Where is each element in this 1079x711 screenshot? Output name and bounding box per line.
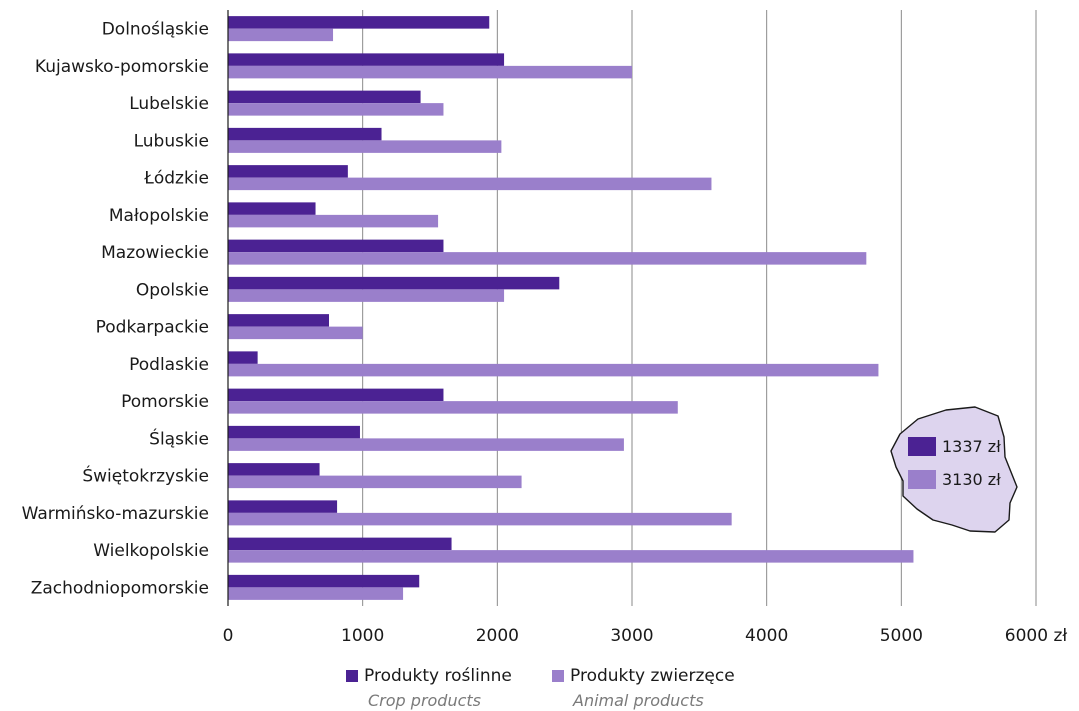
legend-sublabel-crop: Crop products	[368, 691, 481, 710]
bar-animal	[228, 476, 522, 489]
category-label: Warmińsko-mazurskie	[22, 504, 209, 524]
bar-crop	[228, 277, 559, 290]
x-tick-label: 1000	[341, 626, 384, 646]
bar-animal	[228, 550, 913, 563]
inset-swatch-animal	[908, 470, 936, 489]
legend-label-animal: Produkty zwierzęce	[570, 666, 735, 686]
bar-animal	[228, 66, 632, 79]
bar-crop	[228, 538, 452, 551]
bar-animal	[228, 327, 363, 340]
inset-label-crop: 1337 zł	[942, 437, 1001, 456]
bar-animal	[228, 215, 438, 228]
x-tick-label: 6000 zł	[1005, 626, 1068, 646]
x-tick-label: 0	[223, 626, 234, 646]
category-label: Podkarpackie	[96, 318, 209, 338]
bar-animal	[228, 103, 443, 116]
bar-crop	[228, 314, 329, 327]
category-label: Łódzkie	[143, 169, 209, 189]
x-tick-label: 2000	[476, 626, 519, 646]
x-tick-label: 3000	[610, 626, 653, 646]
category-label: Zachodniopomorskie	[31, 578, 209, 598]
legend-item-crop: Produkty roślinne	[346, 666, 512, 686]
category-label: Dolnośląskie	[102, 20, 209, 40]
inset-label-animal: 3130 zł	[942, 470, 1001, 489]
category-label: Lubuskie	[134, 131, 209, 151]
category-label: Kujawsko-pomorskie	[35, 57, 209, 77]
category-label: Małopolskie	[109, 206, 209, 226]
x-tick-label: 5000	[880, 626, 923, 646]
category-label: Śląskie	[149, 427, 209, 449]
bar-crop	[228, 500, 337, 513]
bar-animal	[228, 513, 732, 526]
category-label: Opolskie	[136, 280, 209, 300]
bar-crop	[228, 16, 489, 29]
legend-sublabel-animal: Animal products	[573, 691, 704, 710]
bar-crop	[228, 575, 419, 588]
legend-swatch-animal	[552, 670, 564, 682]
bar-crop	[228, 128, 382, 141]
bar-crop	[228, 165, 348, 178]
category-label: Wielkopolskie	[93, 541, 209, 561]
bar-crop	[228, 91, 421, 104]
bar-crop	[228, 53, 504, 66]
inset-swatch-crop	[908, 437, 936, 456]
category-label: Świętokrzyskie	[82, 465, 209, 487]
poland-map-inset: 1337 zł 3130 zł	[891, 407, 1017, 532]
bar-animal	[228, 252, 866, 265]
legend-swatch-crop	[346, 670, 358, 682]
bar-crop	[228, 389, 443, 402]
legend-item-animal: Produkty zwierzęce	[552, 666, 735, 686]
bar-animal	[228, 438, 624, 451]
bar-animal	[228, 178, 711, 191]
bar-crop	[228, 240, 443, 253]
bar-animal	[228, 587, 403, 600]
bar-crop	[228, 463, 320, 476]
bar-animal	[228, 289, 504, 302]
category-label: Pomorskie	[121, 392, 209, 412]
bar-crop	[228, 202, 316, 215]
legend: Produkty roślinne Crop products Produkty…	[0, 662, 1079, 711]
bar-animal	[228, 401, 678, 414]
bar-crop	[228, 351, 258, 364]
bar-animal	[228, 364, 878, 377]
bar-animal	[228, 140, 501, 153]
legend-label-crop: Produkty roślinne	[364, 666, 512, 686]
x-tick-label: 4000	[745, 626, 788, 646]
category-label: Mazowieckie	[101, 243, 209, 263]
category-label: Podlaskie	[129, 355, 209, 375]
bar-animal	[228, 29, 333, 42]
category-label: Lubelskie	[129, 94, 209, 114]
bar-chart: Dolnośląskie Kujawsko-pomorskie Lubelskie L…	[0, 0, 1079, 662]
bar-crop	[228, 426, 360, 439]
